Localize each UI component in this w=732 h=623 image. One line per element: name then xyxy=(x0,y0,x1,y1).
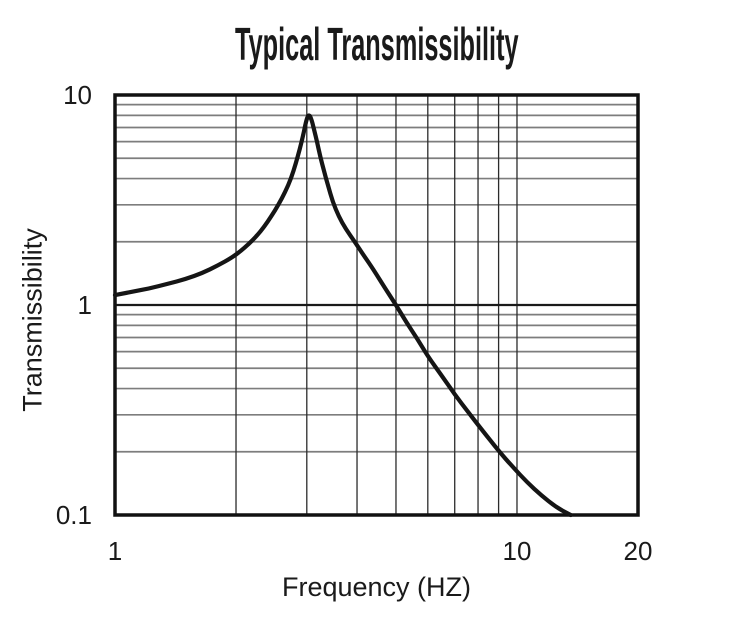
x-axis-label: Frequency (HZ) xyxy=(281,572,472,602)
y-tick-label: 10 xyxy=(63,80,92,110)
plot-frame xyxy=(113,93,640,517)
x-tick-label: 1 xyxy=(107,536,123,566)
page-title-text: Typical Transmissibility xyxy=(234,18,519,70)
x-tick-label: 10 xyxy=(502,536,532,566)
page-title: Typical Transmissibility xyxy=(115,18,638,70)
y-tick-label: 0.1 xyxy=(55,500,92,530)
transmissibility-curve xyxy=(112,113,573,518)
x-tick-label: 20 xyxy=(623,536,653,566)
y-tick-label: 1 xyxy=(77,290,92,320)
